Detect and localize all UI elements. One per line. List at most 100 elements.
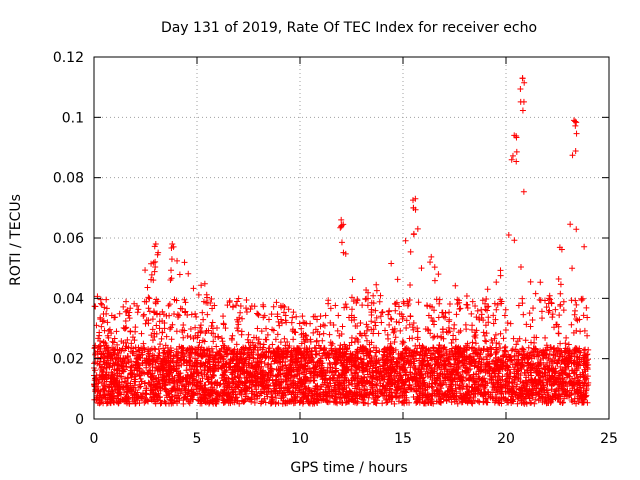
data-point [477, 351, 484, 358]
data-point [532, 290, 539, 297]
data-point [279, 400, 286, 407]
data-point [396, 372, 403, 379]
data-point [544, 387, 551, 394]
data-point [457, 350, 464, 357]
data-point [140, 369, 147, 376]
data-point [145, 350, 152, 357]
data-point [180, 334, 187, 341]
data-point [221, 372, 228, 379]
data-point [243, 305, 250, 312]
data-point [152, 299, 159, 306]
data-point [293, 393, 300, 400]
data-point [231, 366, 238, 373]
data-point [447, 381, 454, 388]
data-point [146, 308, 153, 315]
data-point [291, 328, 298, 335]
data-point [239, 315, 246, 322]
data-point [310, 329, 317, 336]
data-point [120, 303, 127, 310]
data-point [576, 316, 583, 323]
data-point [320, 330, 327, 337]
data-point [244, 350, 251, 357]
data-point [275, 400, 282, 407]
data-point [581, 243, 588, 250]
data-point [414, 328, 421, 335]
data-point [421, 379, 428, 386]
data-point [430, 334, 437, 341]
data-point [542, 334, 549, 341]
data-point [274, 331, 281, 338]
data-point [313, 337, 320, 344]
data-point [161, 347, 168, 354]
data-point [459, 347, 466, 354]
data-point [356, 366, 363, 373]
data-point [253, 334, 260, 341]
data-point [393, 361, 400, 368]
data-point [173, 359, 180, 366]
data-point [128, 358, 135, 365]
data-point [320, 350, 327, 357]
data-point [527, 399, 534, 406]
data-point [522, 337, 529, 344]
data-point [409, 335, 416, 342]
data-point [579, 295, 586, 302]
data-point [204, 311, 211, 318]
data-point [301, 365, 308, 372]
data-point [322, 312, 329, 319]
data-point [107, 391, 114, 398]
data-point [181, 309, 188, 316]
data-point [358, 356, 365, 363]
data-point [261, 388, 268, 395]
data-point [343, 356, 350, 363]
data-point [368, 318, 375, 325]
data-point [555, 275, 562, 282]
data-point [156, 325, 163, 332]
data-point [490, 312, 497, 319]
data-point [332, 302, 339, 309]
data-point [163, 386, 170, 393]
data-point [248, 359, 255, 366]
data-point [385, 379, 392, 386]
data-point [109, 344, 116, 351]
data-point [131, 300, 138, 307]
data-point [356, 392, 363, 399]
data-point [145, 369, 152, 376]
data-point [152, 258, 159, 265]
data-point [149, 326, 156, 333]
data-point [454, 372, 461, 379]
data-point [457, 327, 464, 334]
data-point [123, 298, 130, 305]
data-point [238, 328, 245, 335]
data-point [234, 356, 241, 363]
data-point [286, 398, 293, 405]
data-point [216, 381, 223, 388]
data-point [492, 316, 499, 323]
data-point [198, 360, 205, 367]
data-point [168, 324, 175, 331]
data-point [130, 385, 137, 392]
data-point [451, 398, 458, 405]
data-point [468, 399, 475, 406]
data-point [162, 353, 169, 360]
data-point [448, 348, 455, 355]
data-point [456, 299, 463, 306]
data-point [573, 301, 580, 308]
data-point [515, 370, 522, 377]
data-point [407, 313, 414, 320]
data-point [497, 272, 504, 279]
data-point [443, 367, 450, 374]
data-point [534, 349, 541, 356]
data-point [264, 331, 271, 338]
data-point [147, 373, 154, 380]
data-point [100, 381, 107, 388]
data-point [205, 358, 212, 365]
data-point [584, 373, 591, 380]
data-point [431, 365, 438, 372]
data-point [136, 400, 143, 407]
data-point [493, 306, 500, 313]
data-point [279, 354, 286, 361]
data-point [531, 400, 538, 407]
data-point [363, 295, 370, 302]
data-point [352, 353, 359, 360]
data-point [449, 345, 456, 352]
